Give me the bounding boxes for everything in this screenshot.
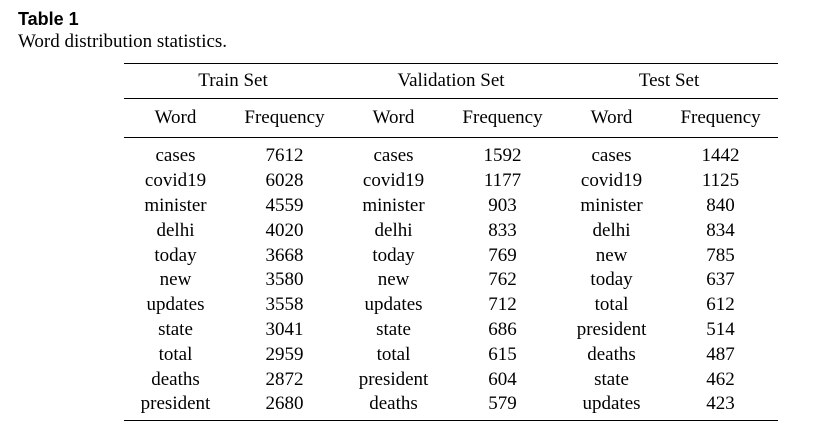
frequency-cell: 2872 <box>265 368 304 390</box>
frequency-cell: 2680 <box>227 391 343 421</box>
frequency-cell: 1125 <box>701 170 740 192</box>
frequency-cell: 604 <box>488 368 517 390</box>
word-cell: state <box>594 368 629 390</box>
table-row: cases 7612 cases 1592 cases 1442 <box>124 144 778 169</box>
table-row: state 3041 state 686 president 514 <box>124 318 778 343</box>
table-row: minister 4559 minister 903 minister 840 <box>124 194 778 219</box>
table-row: delhi 4020 delhi 833 delhi 834 <box>124 218 778 243</box>
group-header-train: Train Set <box>124 63 343 99</box>
group-header-row: Train Set Validation Set Test Set <box>124 63 779 99</box>
table-row: deaths 2872 president 604 state 462 <box>124 367 778 392</box>
word-cell: delhi <box>374 219 413 241</box>
word-cell: president <box>576 318 647 340</box>
table-row: today 3668 today 769 new 785 <box>124 243 778 268</box>
word-cell: new <box>377 269 410 291</box>
word-cell: delhi <box>156 219 195 241</box>
word-cell: today <box>372 244 415 266</box>
frequency-cell: 762 <box>488 269 517 291</box>
column-header: Frequency <box>445 98 561 138</box>
frequency-cell: 686 <box>488 318 517 340</box>
word-cell: deaths <box>342 391 446 421</box>
frequency-cell: 1177 <box>483 170 522 192</box>
word-cell: updates <box>560 391 664 421</box>
word-cell: total <box>158 343 193 365</box>
table-row: covid19 6028 covid19 1177 covid19 1125 <box>124 169 778 194</box>
word-cell: minister <box>580 194 643 216</box>
frequency-cell: 834 <box>706 219 735 241</box>
frequency-cell: 579 <box>445 391 561 421</box>
caption-label: Table 1 <box>18 9 79 29</box>
word-cell: new <box>595 244 628 266</box>
frequency-cell: 3041 <box>265 318 304 340</box>
column-header: Frequency <box>227 98 343 138</box>
frequency-cell: 4559 <box>265 194 304 216</box>
frequency-cell: 3580 <box>265 269 304 291</box>
frequency-cell: 833 <box>488 219 517 241</box>
word-cell: cases <box>591 145 632 167</box>
table-row: updates 3558 updates 712 total 612 <box>124 293 778 318</box>
frequency-cell: 3668 <box>265 244 304 266</box>
word-cell: minister <box>144 194 207 216</box>
column-header: Word <box>560 98 664 138</box>
word-cell: updates <box>146 294 205 316</box>
frequency-cell: 769 <box>488 244 517 266</box>
table-caption: Table 1 Word distribution statistics. <box>18 8 227 54</box>
frequency-cell: 785 <box>706 244 735 266</box>
frequency-cell: 487 <box>706 343 735 365</box>
column-header: Word <box>342 98 446 138</box>
word-cell: president <box>358 368 429 390</box>
word-cell: today <box>154 244 197 266</box>
frequency-cell: 4020 <box>265 219 304 241</box>
column-header: Word <box>124 98 227 138</box>
word-cell: minister <box>362 194 425 216</box>
frequency-cell: 423 <box>663 391 779 421</box>
word-cell: president <box>124 391 227 421</box>
word-cell: deaths <box>151 368 200 390</box>
column-header: Frequency <box>663 98 779 138</box>
frequency-cell: 3558 <box>265 294 304 316</box>
frequency-cell: 903 <box>488 194 517 216</box>
frequency-cell: 612 <box>706 294 735 316</box>
word-cell: cases <box>155 145 196 167</box>
word-cell: covid19 <box>580 170 643 192</box>
word-distribution-table: Train Set Validation Set Test Set Word F… <box>124 63 779 421</box>
group-header-test: Test Set <box>560 63 779 99</box>
word-cell: covid19 <box>144 170 207 192</box>
column-header-row: Word Frequency Word Frequency Word Frequ… <box>124 98 779 138</box>
word-cell: today <box>590 269 633 291</box>
frequency-cell: 615 <box>488 343 517 365</box>
table-row: total 2959 total 615 deaths 487 <box>124 342 778 367</box>
word-cell: covid19 <box>362 170 425 192</box>
word-cell: total <box>376 343 411 365</box>
frequency-cell: 840 <box>706 194 735 216</box>
frequency-cell: 514 <box>706 318 735 340</box>
frequency-cell: 637 <box>706 269 735 291</box>
word-cell: cases <box>373 145 414 167</box>
word-cell: new <box>159 269 192 291</box>
table-row: president 2680 deaths 579 updates 423 <box>124 391 779 421</box>
table-row: new 3580 new 762 today 637 <box>124 268 778 293</box>
word-cell: delhi <box>592 219 631 241</box>
frequency-cell: 712 <box>488 294 517 316</box>
word-cell: state <box>158 318 193 340</box>
group-header-validation: Validation Set <box>342 63 561 99</box>
word-cell: total <box>594 294 629 316</box>
word-cell: deaths <box>587 343 636 365</box>
word-cell: updates <box>364 294 423 316</box>
caption-text: Word distribution statistics. <box>18 31 228 52</box>
frequency-cell: 7612 <box>265 145 304 167</box>
frequency-cell: 2959 <box>265 343 304 365</box>
frequency-cell: 1442 <box>701 145 740 167</box>
frequency-cell: 6028 <box>265 170 304 192</box>
frequency-cell: 1592 <box>483 145 522 167</box>
frequency-cell: 462 <box>706 368 735 390</box>
word-cell: state <box>376 318 411 340</box>
